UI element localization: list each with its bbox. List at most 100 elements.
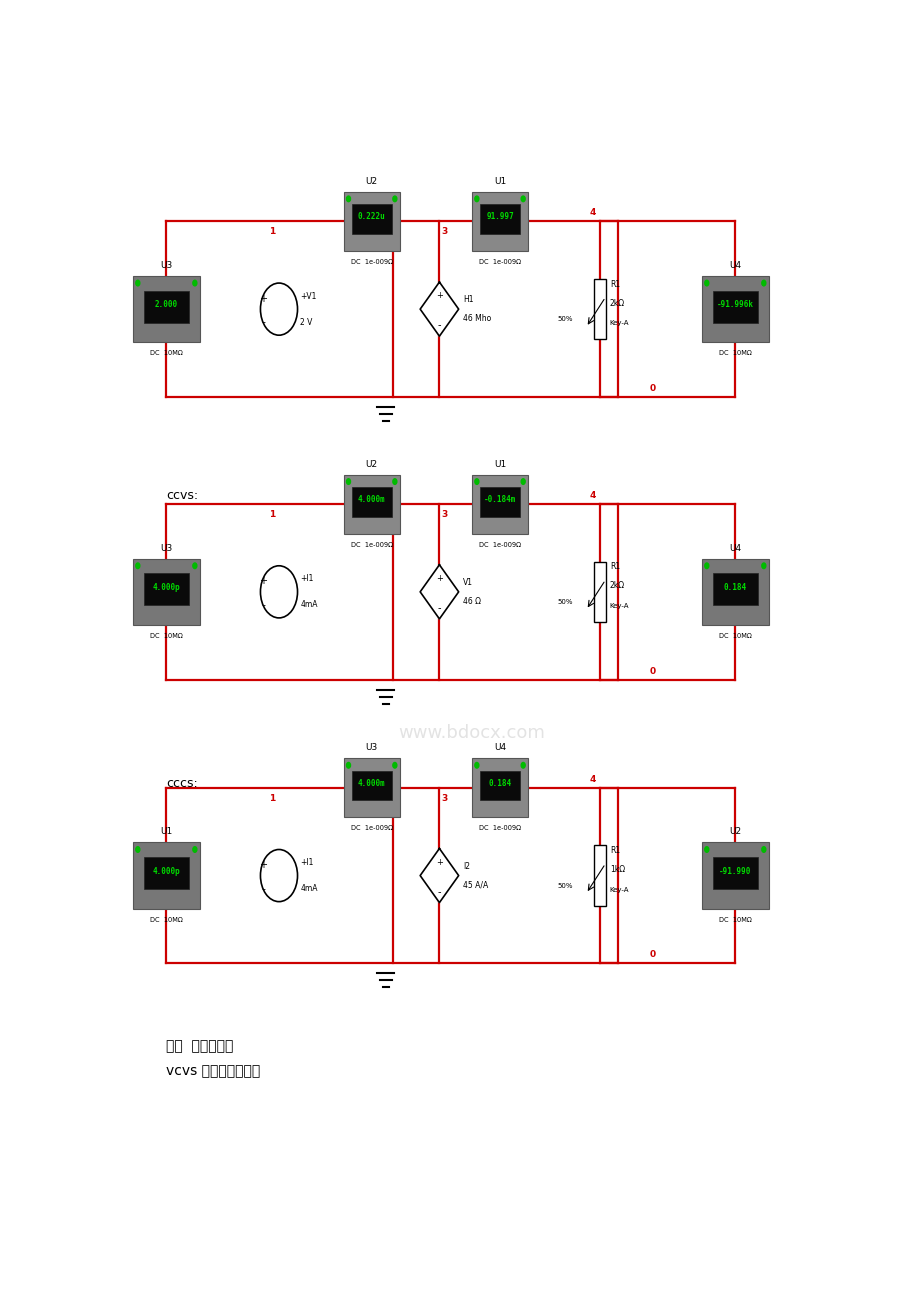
Text: R1: R1	[609, 280, 619, 289]
Text: DC  1e-009Ω: DC 1e-009Ω	[350, 259, 392, 266]
Text: +: +	[436, 292, 442, 299]
Text: 1: 1	[269, 228, 275, 237]
Polygon shape	[420, 283, 459, 336]
Circle shape	[704, 846, 708, 853]
Text: 3: 3	[441, 794, 448, 803]
Text: R1: R1	[609, 562, 619, 572]
Circle shape	[392, 479, 396, 484]
FancyBboxPatch shape	[480, 487, 519, 517]
Text: DC  10MΩ: DC 10MΩ	[718, 917, 751, 923]
Text: U1: U1	[494, 460, 505, 469]
FancyBboxPatch shape	[471, 191, 528, 251]
Circle shape	[392, 197, 396, 202]
Text: +: +	[436, 858, 442, 867]
Text: 91.997: 91.997	[485, 212, 514, 221]
Text: 4.000p: 4.000p	[153, 583, 180, 592]
Text: DC  10MΩ: DC 10MΩ	[718, 633, 751, 639]
FancyBboxPatch shape	[712, 573, 757, 605]
Text: 0.184: 0.184	[488, 779, 511, 788]
Text: -0.184m: -0.184m	[483, 495, 516, 504]
Text: 0.184: 0.184	[723, 583, 746, 592]
Text: U2: U2	[729, 828, 741, 836]
Text: +: +	[259, 861, 267, 870]
FancyBboxPatch shape	[701, 276, 768, 342]
Circle shape	[346, 197, 350, 202]
Text: Key-A: Key-A	[609, 887, 629, 893]
Text: 2: 2	[382, 794, 389, 803]
Text: R1: R1	[609, 846, 619, 855]
Text: Key-A: Key-A	[609, 320, 629, 327]
Text: U4: U4	[729, 544, 741, 553]
Text: -: -	[437, 603, 441, 613]
Text: 0: 0	[649, 950, 655, 960]
Polygon shape	[420, 565, 459, 618]
Text: DC  1e-009Ω: DC 1e-009Ω	[350, 542, 392, 548]
Circle shape	[704, 280, 708, 286]
Text: H1: H1	[462, 296, 473, 305]
FancyBboxPatch shape	[712, 857, 757, 889]
FancyBboxPatch shape	[143, 290, 188, 323]
Text: www.bdocx.com: www.bdocx.com	[398, 724, 544, 742]
Text: 1kΩ: 1kΩ	[609, 865, 624, 874]
Text: 50%: 50%	[557, 316, 573, 322]
Text: 三．  实验内容：: 三． 实验内容：	[166, 1039, 233, 1053]
Circle shape	[346, 763, 350, 768]
Text: +: +	[436, 574, 442, 583]
Circle shape	[136, 846, 140, 853]
Text: 45 A/A: 45 A/A	[462, 880, 488, 889]
Text: 1: 1	[269, 510, 275, 519]
Text: 4.000p: 4.000p	[153, 867, 180, 876]
FancyBboxPatch shape	[132, 842, 199, 909]
Circle shape	[474, 197, 478, 202]
Text: U2: U2	[365, 177, 378, 186]
FancyBboxPatch shape	[471, 758, 528, 818]
Text: U3: U3	[365, 743, 378, 753]
Text: DC  1e-009Ω: DC 1e-009Ω	[350, 825, 392, 832]
FancyBboxPatch shape	[143, 573, 188, 605]
Circle shape	[474, 763, 478, 768]
Text: 4: 4	[589, 491, 596, 500]
Text: -: -	[261, 318, 265, 327]
Text: U3: U3	[160, 544, 172, 553]
FancyBboxPatch shape	[143, 857, 188, 889]
Text: vcvs 特征的测量电路: vcvs 特征的测量电路	[166, 1065, 260, 1078]
Text: U1: U1	[494, 177, 505, 186]
Text: 2: 2	[382, 510, 389, 519]
Text: -91.996k: -91.996k	[716, 301, 753, 310]
FancyBboxPatch shape	[712, 290, 757, 323]
Text: V1: V1	[462, 578, 472, 587]
Text: 4.000m: 4.000m	[357, 495, 385, 504]
Circle shape	[761, 280, 765, 286]
Circle shape	[193, 562, 197, 569]
Text: 4: 4	[589, 208, 596, 217]
Text: cccs:: cccs:	[166, 777, 198, 790]
Circle shape	[761, 846, 765, 853]
Text: 50%: 50%	[557, 883, 573, 888]
Text: 1: 1	[269, 794, 275, 803]
Bar	[594, 561, 605, 622]
Circle shape	[474, 479, 478, 484]
Text: 0.222u: 0.222u	[357, 212, 385, 221]
FancyBboxPatch shape	[351, 204, 391, 234]
Text: DC  10MΩ: DC 10MΩ	[150, 917, 183, 923]
Text: U4: U4	[729, 260, 741, 270]
Text: U2: U2	[365, 460, 378, 469]
Text: +I1: +I1	[300, 574, 313, 583]
Text: U4: U4	[494, 743, 505, 753]
Text: 50%: 50%	[557, 599, 573, 605]
Text: DC  1e-009Ω: DC 1e-009Ω	[479, 825, 520, 832]
Circle shape	[392, 763, 396, 768]
Bar	[594, 279, 605, 340]
Text: +V1: +V1	[300, 292, 316, 301]
Text: 2 V: 2 V	[300, 318, 312, 327]
FancyBboxPatch shape	[480, 204, 519, 234]
Text: 0: 0	[649, 384, 655, 393]
Text: DC  1e-009Ω: DC 1e-009Ω	[479, 542, 520, 548]
Circle shape	[136, 280, 140, 286]
FancyBboxPatch shape	[351, 771, 391, 801]
Bar	[594, 845, 605, 906]
Circle shape	[521, 197, 525, 202]
Text: -: -	[437, 887, 441, 897]
Text: 2.000: 2.000	[154, 301, 177, 310]
Circle shape	[346, 479, 350, 484]
